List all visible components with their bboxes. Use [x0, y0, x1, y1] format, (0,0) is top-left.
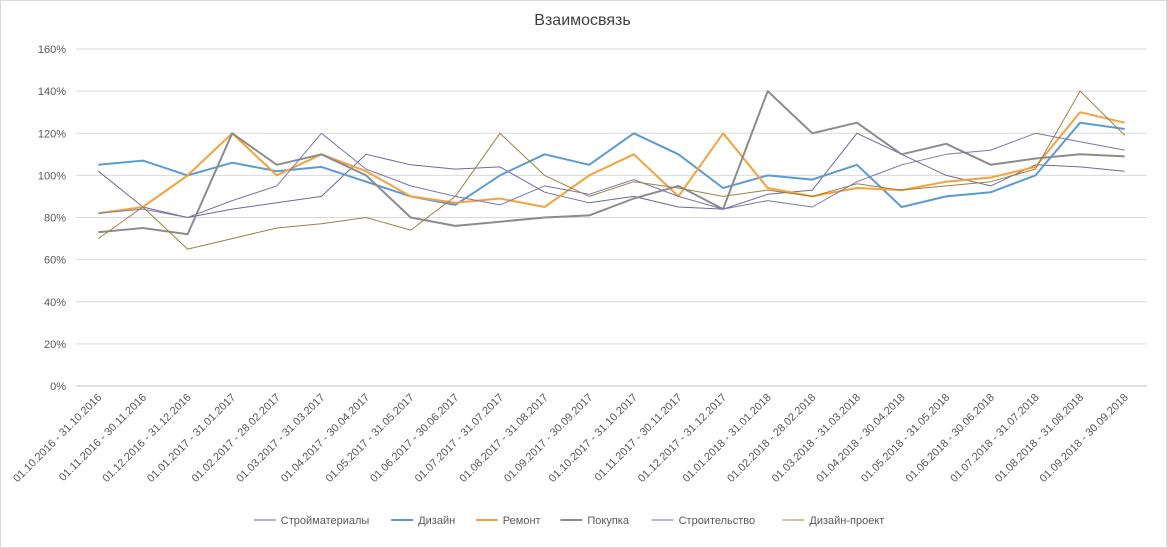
x-tick-label: 01.03.2018 - 31.03.2018: [770, 392, 863, 485]
series-line-2: [98, 121, 1125, 208]
x-tick-label: 01.04.2018 - 30.04.2018: [814, 392, 907, 485]
legend-item: Строительство: [651, 515, 756, 527]
legend-label: Дизайн-проект: [809, 515, 884, 527]
y-tick-label: 140%: [38, 86, 66, 98]
x-tick-label: 01.10.2017 - 31.10.2017: [547, 392, 640, 485]
x-tick-label: 01.06.2017 - 30.06.2017: [368, 392, 461, 485]
series-line-6: [98, 90, 1126, 250]
legend-label: Дизайн: [418, 515, 455, 527]
legend-item: Покупка: [560, 515, 630, 527]
x-tick-label: 01.04.2017 - 30.04.2017: [279, 392, 372, 485]
chart-title: Взаимосвязь: [534, 12, 631, 29]
x-tick-label: 01.06.2018 - 30.06.2018: [904, 392, 997, 485]
legend-label: Стройматериалы: [281, 515, 370, 527]
y-tick-label: 160%: [38, 44, 66, 56]
x-tick-label: 01.12.2016 - 31.12.2016: [100, 392, 193, 485]
x-tick-label: 01.03.2017 - 31.03.2017: [234, 392, 327, 485]
x-tick-label: 01.11.2016 - 30.11.2016: [57, 392, 149, 484]
x-tick-label: 01.12.2017 - 31.12.2017: [636, 392, 729, 485]
series-line-5: [98, 132, 1125, 218]
x-tick-label: 01.09.2017 - 30.09.2017: [502, 392, 595, 485]
legend-item: Дизайн: [391, 515, 455, 527]
y-tick-label: 120%: [38, 128, 66, 140]
x-tick-label: 01.10.2016 - 31.10.2016: [11, 392, 104, 485]
x-tick-label: 01.05.2018 - 31.05.2018: [859, 392, 952, 485]
x-tick-label: 01.02.2018 - 28.02.2018: [725, 392, 818, 485]
y-tick-label: 80%: [44, 213, 66, 225]
x-tick-label: 01.09.2018 - 30.09.2018: [1038, 392, 1131, 485]
x-tick-label: 01.01.2018 - 31.01.2018: [681, 392, 774, 485]
x-tick-label: 01.07.2018 - 31.07.2018: [948, 392, 1041, 485]
legend-label: Покупка: [587, 515, 629, 527]
x-tick-label: 01.08.2017 - 31.08.2017: [457, 392, 550, 485]
x-tick-label: 01.01.2017 - 31.01.2017: [145, 392, 238, 485]
legend-item: Дизайн-проект: [782, 515, 884, 527]
legend-item: Ремонт: [475, 515, 541, 527]
series-line-3: [98, 111, 1125, 215]
gridlines: [76, 48, 1147, 387]
series-line-1: [97, 132, 1125, 218]
y-tick-label: 0%: [50, 381, 66, 393]
y-tick-label: 40%: [44, 297, 66, 309]
x-tick-label: 01.11.2017 - 30.11.2017: [592, 392, 684, 484]
series-line-4: [98, 90, 1125, 236]
x-tick-label: 01.08.2018 - 31.08.2018: [993, 392, 1086, 485]
legend-label: Строительство: [679, 515, 756, 527]
y-tick-label: 20%: [44, 339, 66, 351]
legend-item: Стройматериалы: [253, 515, 370, 527]
x-tick-label: 01.02.2017 - 28.02.2017: [190, 392, 283, 485]
x-tick-label: 01.07.2017 - 31.07.2017: [413, 392, 506, 485]
y-tick-label: 60%: [44, 255, 66, 267]
legend-label: Ремонт: [503, 515, 541, 527]
x-tick-label: 01.05.2017 - 31.05.2017: [324, 392, 417, 485]
y-tick-label: 100%: [38, 170, 66, 182]
